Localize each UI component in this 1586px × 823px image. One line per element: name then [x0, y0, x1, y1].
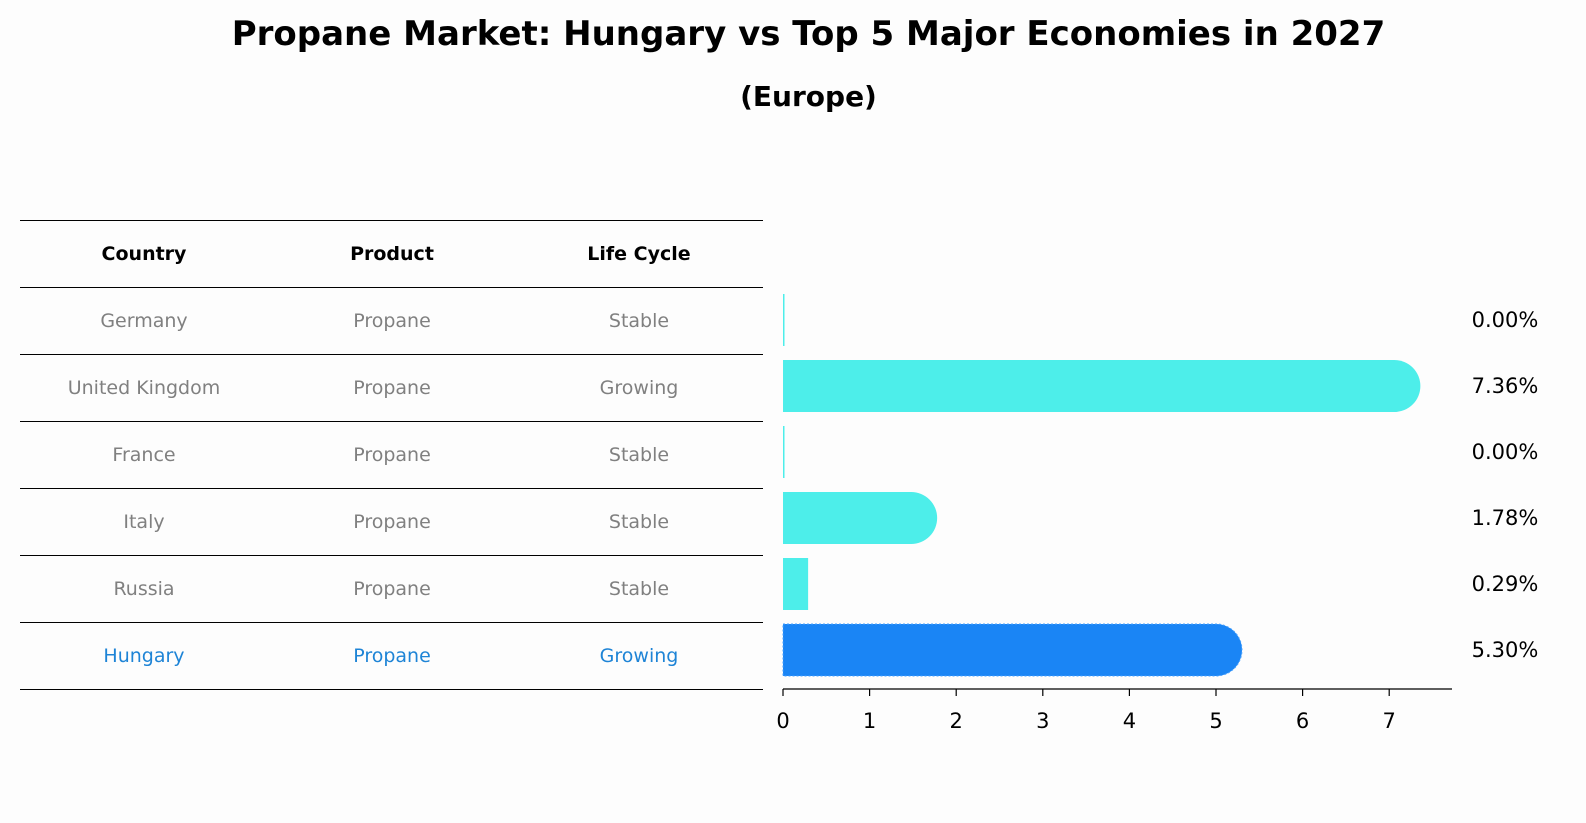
bar	[783, 426, 785, 478]
product-cell: Propane	[353, 578, 431, 600]
country-cell: Italy	[123, 511, 165, 533]
product-cell: Propane	[353, 444, 431, 466]
data-label: 5.30%	[1472, 638, 1539, 662]
x-tick-label: 5	[1209, 709, 1222, 733]
header-product: Product	[350, 243, 434, 265]
table-row-highlight: Hungary Propane Growing	[20, 623, 763, 690]
data-label: 7.36%	[1472, 374, 1539, 398]
data-label: 0.29%	[1472, 572, 1539, 596]
header-country: Country	[101, 243, 187, 265]
bar	[782, 623, 1243, 677]
x-tick-label: 4	[1123, 709, 1136, 733]
life-cycle-cell: Stable	[608, 511, 670, 533]
bar	[783, 360, 1421, 412]
table-row: France Propane Stable	[20, 422, 763, 489]
life-cycle-cell: Growing	[599, 645, 679, 667]
table-header-row: Country Product Life Cycle	[20, 220, 763, 288]
market-table: Country Product Life Cycle Germany Propa…	[20, 220, 763, 690]
life-cycle-cell: Stable	[608, 310, 670, 332]
product-cell: Propane	[353, 310, 431, 332]
table-row: Russia Propane Stable	[20, 556, 763, 623]
product-cell: Propane	[353, 645, 431, 667]
bar	[783, 294, 785, 346]
chart-title: Propane Market: Hungary vs Top 5 Major E…	[231, 14, 1386, 54]
bar	[783, 558, 809, 610]
product-cell: Propane	[353, 511, 431, 533]
country-cell: Hungary	[103, 645, 185, 667]
header-life-cycle: Life Cycle	[587, 243, 691, 265]
x-tick-label: 2	[950, 709, 963, 733]
country-cell: United Kingdom	[67, 377, 221, 399]
chart-subtitle: (Europe)	[740, 80, 877, 113]
table-row: Germany Propane Stable	[20, 288, 763, 355]
data-label: 1.78%	[1472, 506, 1539, 530]
life-cycle-cell: Stable	[608, 578, 670, 600]
data-label: 0.00%	[1472, 308, 1539, 332]
x-tick-label: 3	[1036, 709, 1049, 733]
table-row: Italy Propane Stable	[20, 489, 763, 556]
country-cell: Germany	[100, 310, 188, 332]
table-row: United Kingdom Propane Growing	[20, 355, 763, 422]
life-cycle-cell: Growing	[599, 377, 679, 399]
data-label: 0.00%	[1472, 440, 1539, 464]
product-cell: Propane	[353, 377, 431, 399]
x-tick-label: 7	[1383, 709, 1396, 733]
bar	[783, 492, 938, 544]
life-cycle-cell: Stable	[608, 444, 670, 466]
x-tick-label: 1	[863, 709, 876, 733]
x-tick-label: 0	[776, 709, 789, 733]
x-tick-label: 6	[1296, 709, 1309, 733]
country-cell: Russia	[113, 578, 175, 600]
country-cell: France	[112, 444, 176, 466]
